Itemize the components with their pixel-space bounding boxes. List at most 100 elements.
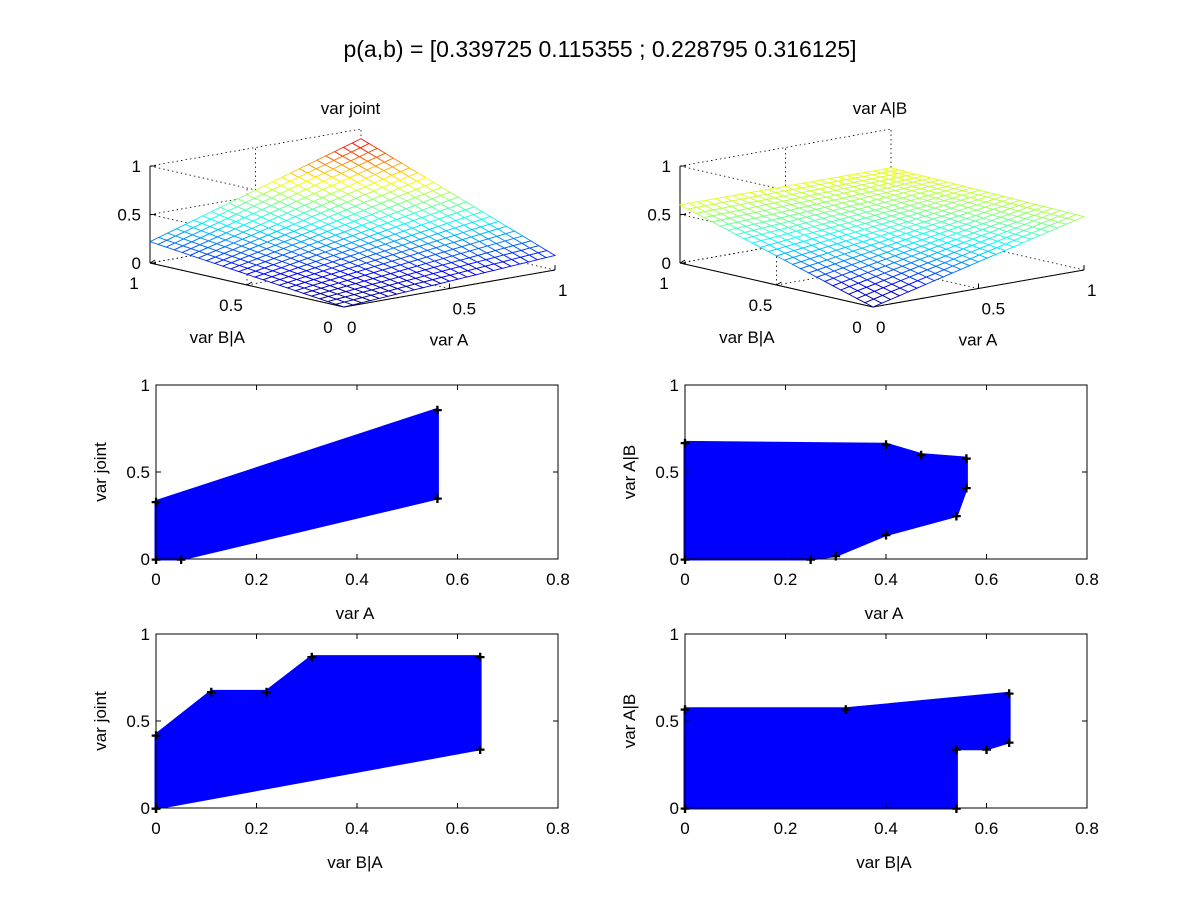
y-tick-label: 1 (659, 274, 668, 293)
subplot-title: var A|B (853, 99, 908, 118)
y-axis-label: var joint (91, 691, 110, 751)
tick (776, 281, 782, 286)
x-tick-label: 0.6 (446, 570, 470, 589)
y-tick-label: 0 (323, 318, 332, 337)
z-tick-label: 0 (132, 254, 141, 273)
y-tick-label: 1 (141, 625, 150, 644)
x-tick-label: 0 (680, 570, 689, 589)
data-point-marker: ✚ (151, 553, 161, 567)
grid-line (890, 225, 1085, 271)
data-point-marker: ✚ (151, 802, 161, 816)
y-tick-label: 0.5 (655, 463, 679, 482)
grid-line (785, 244, 979, 289)
data-point-marker: ✚ (307, 651, 317, 665)
y-tick-label: 0 (670, 550, 679, 569)
z-tick-label: 0.5 (647, 206, 671, 225)
subplot-title: var joint (321, 99, 381, 118)
data-point-marker: ✚ (806, 553, 816, 567)
data-point-marker: ✚ (951, 802, 961, 816)
data-point-marker: ✚ (951, 743, 961, 757)
x-tick-label: 0.4 (874, 570, 898, 589)
x-tick-label: 0.2 (774, 570, 798, 589)
x-tick-label: 0 (347, 318, 356, 337)
figure-title: p(a,b) = [0.339725 0.115355 ; 0.228795 0… (343, 36, 856, 62)
data-point-marker: ✚ (475, 651, 485, 665)
data-point-marker: ✚ (432, 403, 442, 417)
surface-mesh-cell (536, 250, 557, 259)
y-tick-label: 1 (141, 376, 150, 395)
y-tick-label: 0 (141, 799, 150, 818)
data-point-marker: ✚ (680, 553, 690, 567)
y-tick-label: 0 (670, 799, 679, 818)
data-points-region (683, 440, 968, 561)
x-tick-label: 0.6 (975, 570, 999, 589)
x-tick-label: 0.8 (546, 570, 570, 589)
y-tick-label: 1 (670, 625, 679, 644)
y-tick-label: 0.5 (126, 463, 150, 482)
x-tick-label: 0 (151, 819, 160, 838)
z-tick-label: 0.5 (117, 206, 141, 225)
y-tick-label: 0 (852, 318, 861, 337)
x-tick-label: 0.6 (446, 819, 470, 838)
data-point-marker: ✚ (262, 685, 272, 699)
x-axis-label: var A (336, 604, 375, 623)
y-axis-label: var A|B (620, 694, 639, 749)
x-tick-label: 0.4 (874, 819, 898, 838)
data-points-region (154, 655, 482, 810)
y-tick-label: 1 (670, 376, 679, 395)
y-axis-label: var joint (91, 442, 110, 502)
tick (246, 281, 253, 286)
x-tick-label: 1 (558, 281, 567, 300)
z-tick-label: 1 (132, 157, 141, 176)
data-point-marker: ✚ (881, 438, 891, 452)
y-axis-label: var A|B (620, 445, 639, 500)
x-tick-label: 1 (1087, 281, 1096, 300)
x-axis-label: var B|A (856, 853, 912, 872)
x-tick-label: 0.6 (975, 819, 999, 838)
tick (679, 259, 686, 264)
data-point-marker: ✚ (981, 743, 991, 757)
y-tick-label: 0 (141, 550, 150, 569)
y-tick-label: 0.5 (749, 296, 773, 315)
x-tick-label: 0.5 (453, 300, 477, 319)
x-tick-label: 0.5 (982, 300, 1006, 319)
surface-mesh-cell (1065, 214, 1086, 221)
x-tick-label: 0.2 (774, 819, 798, 838)
data-point-marker: ✚ (831, 550, 841, 564)
y-tick-label: 0.5 (655, 712, 679, 731)
x-tick-label: 0.2 (245, 819, 269, 838)
x-tick-label: 0.4 (345, 819, 369, 838)
data-point-marker: ✚ (841, 703, 851, 717)
grid-line (679, 165, 874, 211)
y-tick-label: 0.5 (126, 712, 150, 731)
data-point-marker: ✚ (151, 802, 161, 816)
data-point-marker: ✚ (961, 452, 971, 466)
y-tick-label: 0.5 (219, 296, 243, 315)
x-tick-label: 0 (680, 819, 689, 838)
x-tick-label: 0.4 (345, 570, 369, 589)
x-tick-label: 0 (151, 570, 160, 589)
data-point-marker: ✚ (475, 743, 485, 757)
z-tick-label: 1 (662, 157, 671, 176)
z-tick-label: 0 (662, 254, 671, 273)
data-point-marker: ✚ (680, 802, 690, 816)
data-point-marker: ✚ (961, 482, 971, 496)
x-tick-label: 0 (876, 318, 885, 337)
x-tick-label: 0.8 (1075, 570, 1099, 589)
x-axis-label: var A (430, 330, 469, 349)
x-axis-label: var B|A (327, 853, 383, 872)
data-point-marker: ✚ (1004, 687, 1014, 701)
y-axis-label: var B|A (719, 328, 775, 347)
x-axis-label: var A (959, 330, 998, 349)
x-tick-label: 0.2 (245, 570, 269, 589)
x-axis-label: var A (865, 604, 904, 623)
data-point-marker: ✚ (206, 685, 216, 699)
data-point-marker: ✚ (176, 553, 186, 567)
